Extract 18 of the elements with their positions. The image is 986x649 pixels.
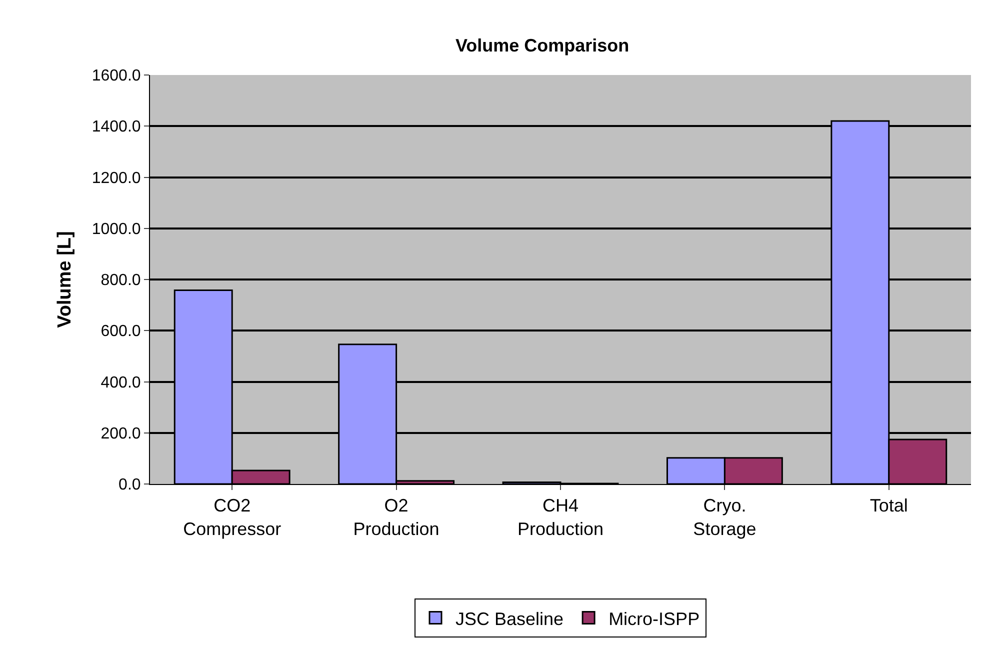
x-tick-label: Total [870,496,908,516]
y-tick-label: 600.0 [100,323,141,340]
y-tick-label: 1200.0 [92,170,141,187]
chart-title: Volume Comparison [455,36,630,56]
y-tick-label: 400.0 [100,374,141,392]
x-tick-label: Cryo. Storage [693,496,756,539]
y-tick-label: 800.0 [100,272,141,290]
y-tick-label: 1600.0 [92,68,141,85]
y-tick-label: 1400.0 [92,118,141,136]
y-tick-label: 0.0 [118,476,141,494]
y-tick-label: 1000.0 [92,220,141,238]
x-tick-label: CO2 Compressor [183,496,282,539]
y-tick-label: 200.0 [100,425,141,442]
legend-label: Micro-ISPP [608,608,700,629]
legend-label: JSC Baseline [456,608,564,629]
y-axis-title: Volume [L] [54,231,76,328]
x-tick-label: CH4 Production [517,496,604,539]
x-tick-label: O2 Production [353,496,440,539]
